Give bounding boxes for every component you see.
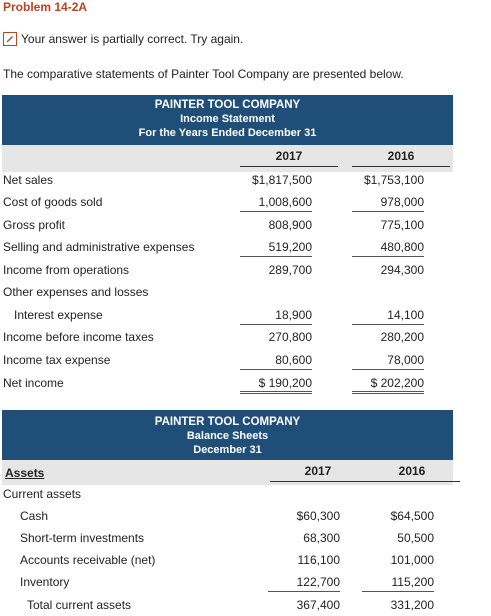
balance-row: Accounts receivable (net) 116,100 101,00… <box>0 549 491 571</box>
income-year-2017: 2017 <box>240 149 338 167</box>
balance-row: Current assets <box>0 483 491 505</box>
value-2017: $1,817,500 <box>251 173 312 187</box>
row-label: Short-term investments <box>20 531 145 545</box>
value-2016: 101,000 <box>390 553 434 567</box>
income-row: Net sales $1,817,500 $1,753,100 <box>0 169 491 191</box>
row-label: Selling and administrative expenses <box>3 240 195 254</box>
income-row: Other expenses and losses <box>0 281 491 303</box>
row-label: Total current assets <box>27 598 132 612</box>
value-2016: 775,100 <box>380 218 424 232</box>
row-label: Accounts receivable (net) <box>20 553 156 567</box>
value-2016: 14,100 <box>352 308 424 325</box>
income-statement-title: Income Statement <box>180 113 275 125</box>
value-2017: 116,100 <box>297 553 341 567</box>
income-period: For the Years Ended December 31 <box>138 127 317 139</box>
balance-row: Cash $60,300 $64,500 <box>0 505 491 527</box>
value-2017: 122,700 <box>268 575 340 592</box>
row-label: Net sales <box>3 173 54 187</box>
balance-company-name: PAINTER TOOL COMPANY <box>154 416 301 428</box>
row-label: Other expenses and losses <box>3 285 149 299</box>
value-2016: 294,300 <box>380 263 424 277</box>
value-2017: 808,900 <box>268 218 312 232</box>
value-2016: 978,000 <box>352 195 424 212</box>
income-column-header: 2017 2016 <box>2 145 453 172</box>
row-label: Interest expense <box>14 308 103 322</box>
value-2016: $1,753,100 <box>363 173 424 187</box>
income-row: Net income $ 190,200 $ 202,200 <box>0 372 491 394</box>
value-2017: $60,300 <box>296 509 340 523</box>
row-label: Income tax expense <box>3 353 111 367</box>
row-label: Current assets <box>3 487 82 501</box>
value-2017: 289,700 <box>268 263 312 277</box>
row-label: Cost of goods sold <box>3 195 103 209</box>
row-label: Cash <box>20 509 49 523</box>
balance-row: Total current assets 367,400 331,200 <box>0 594 491 616</box>
balance-sheet-header: PAINTER TOOL COMPANY Balance Sheets Dece… <box>2 410 453 460</box>
balance-sheet-title: Balance Sheets <box>186 430 269 442</box>
row-label: Net income <box>3 376 64 390</box>
value-2016: 280,200 <box>380 330 424 344</box>
balance-year-2017: 2017 <box>270 464 366 482</box>
income-statement-header: PAINTER TOOL COMPANY Income Statement Fo… <box>2 95 453 145</box>
value-2017: 1,008,600 <box>240 195 312 212</box>
value-2017: $ 190,200 <box>240 376 312 394</box>
income-row: Selling and administrative expenses 519,… <box>0 236 491 258</box>
income-row: Interest expense 18,900 14,100 <box>0 304 491 326</box>
value-2016: 78,000 <box>352 353 424 370</box>
row-label: Inventory <box>20 575 70 589</box>
intro-text: The comparative statements of Painter To… <box>3 67 404 81</box>
balance-column-header: Assets 2017 2016 <box>2 460 460 485</box>
value-2016: 331,200 <box>390 598 434 612</box>
value-2016: $64,500 <box>390 509 434 523</box>
problem-title: Problem 14-2A <box>3 0 88 14</box>
income-company-name: PAINTER TOOL COMPANY <box>154 99 301 111</box>
income-row: Income before income taxes 270,800 280,2… <box>0 326 491 348</box>
value-2017: 80,600 <box>240 353 312 370</box>
value-2017: 519,200 <box>240 240 312 257</box>
value-2017: 367,400 <box>296 598 340 612</box>
partially-correct-icon <box>3 32 17 46</box>
value-2016: 480,800 <box>352 240 424 257</box>
value-2017: 68,300 <box>303 531 340 545</box>
balance-year-2016: 2016 <box>364 464 460 482</box>
balance-row: Inventory 122,700 115,200 <box>0 571 491 593</box>
row-label: Gross profit <box>3 218 66 232</box>
income-row: Gross profit 808,900 775,100 <box>0 214 491 236</box>
income-row: Cost of goods sold 1,008,600 978,000 <box>0 191 491 213</box>
income-row: Income tax expense 80,600 78,000 <box>0 349 491 371</box>
value-2016: $ 202,200 <box>352 376 424 394</box>
income-row: Income from operations 289,700 294,300 <box>0 259 491 281</box>
value-2017: 270,800 <box>268 330 312 344</box>
value-2016: 50,500 <box>397 531 434 545</box>
row-label: Income before income taxes <box>3 330 154 344</box>
answer-status: Your answer is partially correct. Try ag… <box>3 32 243 46</box>
value-2017: 18,900 <box>240 308 312 325</box>
value-2016: 115,200 <box>362 575 434 592</box>
income-year-2016: 2016 <box>352 149 450 167</box>
balance-period: December 31 <box>193 444 262 456</box>
balance-row: Short-term investments 68,300 50,500 <box>0 527 491 549</box>
row-label: Income from operations <box>3 263 130 277</box>
assets-label: Assets <box>5 466 45 480</box>
status-text: Your answer is partially correct. Try ag… <box>21 32 244 46</box>
